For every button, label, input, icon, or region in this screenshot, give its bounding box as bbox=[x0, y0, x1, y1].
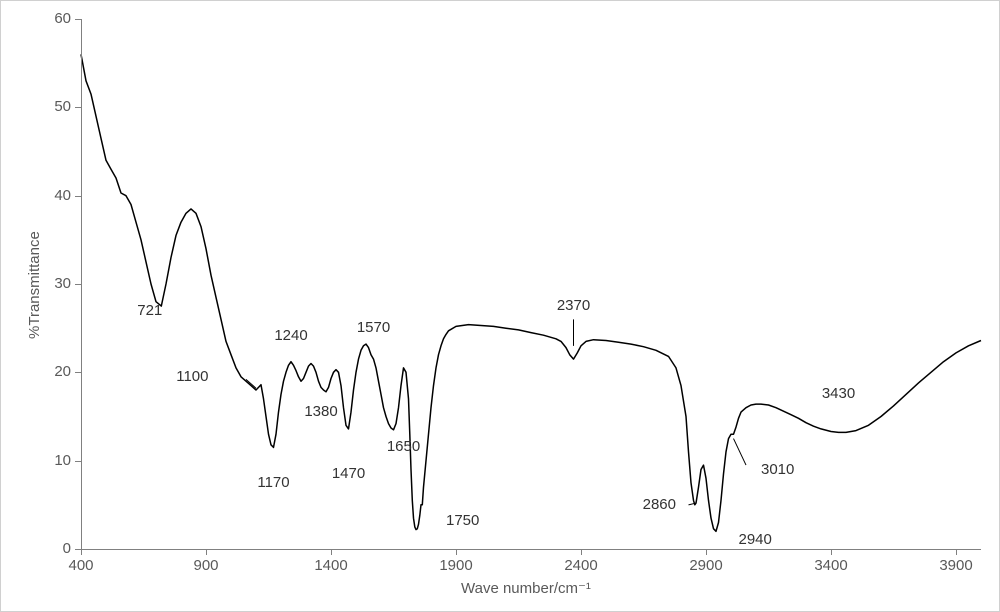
x-tick bbox=[81, 549, 82, 555]
y-tick-label: 60 bbox=[41, 10, 71, 27]
y-tick-label: 40 bbox=[41, 187, 71, 204]
x-tick-label: 400 bbox=[61, 557, 101, 574]
y-tick-label: 10 bbox=[41, 452, 71, 469]
y-axis-line bbox=[81, 19, 82, 549]
y-tick bbox=[75, 372, 81, 373]
peak-label: 1100 bbox=[159, 368, 209, 385]
peak-label: 2940 bbox=[739, 531, 772, 548]
x-tick bbox=[831, 549, 832, 555]
peak-label: 2370 bbox=[549, 297, 599, 314]
x-tick bbox=[581, 549, 582, 555]
x-tick bbox=[456, 549, 457, 555]
y-tick bbox=[75, 19, 81, 20]
y-tick-label: 30 bbox=[41, 275, 71, 292]
y-tick bbox=[75, 196, 81, 197]
x-axis-line bbox=[81, 549, 981, 550]
x-tick-label: 3400 bbox=[811, 557, 851, 574]
x-tick bbox=[206, 549, 207, 555]
y-tick bbox=[75, 284, 81, 285]
peak-label: 3010 bbox=[761, 461, 794, 478]
x-tick-label: 2900 bbox=[686, 557, 726, 574]
y-tick bbox=[75, 461, 81, 462]
ir-spectrum-chart: %Transmittance Wave number/cm⁻¹ 40090014… bbox=[0, 0, 1000, 612]
peak-label: 1470 bbox=[324, 465, 374, 482]
peak-label: 1240 bbox=[266, 327, 316, 344]
y-tick-label: 50 bbox=[41, 98, 71, 115]
x-tick-label: 2400 bbox=[561, 557, 601, 574]
peak-label: 2860 bbox=[626, 496, 676, 513]
spectrum-line bbox=[81, 19, 981, 549]
peak-label: 1750 bbox=[446, 512, 479, 529]
x-tick-label: 3900 bbox=[936, 557, 976, 574]
y-tick-label: 0 bbox=[41, 540, 71, 557]
x-tick-label: 900 bbox=[186, 557, 226, 574]
peak-label: 1650 bbox=[379, 438, 429, 455]
x-tick bbox=[331, 549, 332, 555]
peak-leader-line bbox=[734, 439, 747, 466]
peak-label: 1380 bbox=[296, 403, 346, 420]
peak-label: 1170 bbox=[249, 474, 299, 491]
x-tick-label: 1900 bbox=[436, 557, 476, 574]
peak-label: 3430 bbox=[814, 385, 864, 402]
y-tick bbox=[75, 549, 81, 550]
peak-label: 1570 bbox=[349, 319, 399, 336]
spectrum-path bbox=[81, 54, 981, 531]
x-tick bbox=[706, 549, 707, 555]
y-tick-label: 20 bbox=[41, 363, 71, 380]
x-tick-label: 1400 bbox=[311, 557, 351, 574]
x-axis-title: Wave number/cm⁻¹ bbox=[461, 579, 591, 597]
x-tick bbox=[956, 549, 957, 555]
y-tick bbox=[75, 107, 81, 108]
peak-leader-line bbox=[246, 379, 256, 388]
plot-area bbox=[81, 19, 981, 549]
peak-label: 721 bbox=[125, 302, 175, 319]
